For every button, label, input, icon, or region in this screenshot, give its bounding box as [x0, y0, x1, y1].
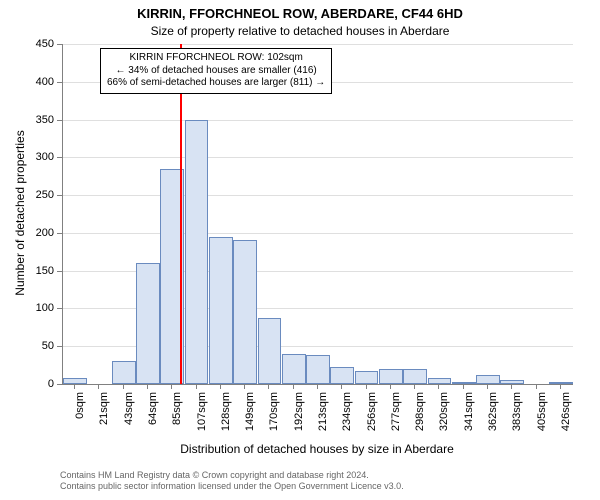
- histogram-bar: [379, 369, 403, 384]
- x-tick-label: 0sqm: [74, 392, 86, 442]
- y-tick: [57, 308, 62, 309]
- y-tick: [57, 271, 62, 272]
- x-tick-label: 85sqm: [171, 392, 183, 442]
- footer-line: Contains public sector information licen…: [60, 481, 404, 492]
- x-tick: [414, 384, 415, 389]
- histogram-bar: [476, 375, 500, 384]
- x-tick-label: 383sqm: [511, 392, 523, 442]
- y-tick: [57, 120, 62, 121]
- y-tick: [57, 82, 62, 83]
- y-grid-line: [63, 233, 573, 234]
- x-tick-label: 234sqm: [341, 392, 353, 442]
- histogram-bar: [233, 240, 257, 384]
- y-tick-label: 400: [22, 76, 54, 88]
- x-tick: [487, 384, 488, 389]
- y-grid-line: [63, 44, 573, 45]
- y-grid-line: [63, 120, 573, 121]
- y-tick: [57, 157, 62, 158]
- reference-line: [180, 44, 182, 384]
- y-grid-line: [63, 384, 573, 385]
- y-tick-label: 200: [22, 227, 54, 239]
- x-tick: [438, 384, 439, 389]
- y-tick-label: 0: [22, 378, 54, 390]
- y-tick-label: 350: [22, 114, 54, 126]
- histogram-bar: [136, 263, 160, 384]
- x-tick: [220, 384, 221, 389]
- x-tick: [293, 384, 294, 389]
- annotation-box: KIRRIN FFORCHNEOL ROW: 102sqm ← 34% of d…: [100, 48, 332, 94]
- x-tick-label: 149sqm: [244, 392, 256, 442]
- x-tick-label: 256sqm: [366, 392, 378, 442]
- x-tick-label: 320sqm: [438, 392, 450, 442]
- histogram-bar: [452, 382, 476, 384]
- histogram-bar: [282, 354, 306, 384]
- x-tick: [196, 384, 197, 389]
- x-tick-label: 341sqm: [463, 392, 475, 442]
- y-tick-label: 450: [22, 38, 54, 50]
- y-tick: [57, 384, 62, 385]
- x-tick-label: 170sqm: [268, 392, 280, 442]
- footer-attribution: Contains HM Land Registry data © Crown c…: [60, 470, 404, 492]
- x-tick: [171, 384, 172, 389]
- y-axis-label: Number of detached properties: [13, 113, 27, 313]
- y-tick: [57, 346, 62, 347]
- x-tick: [390, 384, 391, 389]
- x-tick: [560, 384, 561, 389]
- histogram-bar: [549, 382, 573, 384]
- y-tick-label: 300: [22, 151, 54, 163]
- x-tick: [147, 384, 148, 389]
- histogram-bar: [112, 361, 136, 384]
- annotation-line: KIRRIN FFORCHNEOL ROW: 102sqm: [107, 52, 325, 65]
- x-tick: [511, 384, 512, 389]
- x-tick: [341, 384, 342, 389]
- x-tick: [123, 384, 124, 389]
- histogram-bar: [355, 371, 379, 384]
- x-tick-label: 213sqm: [317, 392, 329, 442]
- y-grid-line: [63, 157, 573, 158]
- x-tick-label: 107sqm: [196, 392, 208, 442]
- x-tick-label: 43sqm: [123, 392, 135, 442]
- x-tick-label: 128sqm: [220, 392, 232, 442]
- annotation-line: 66% of semi-detached houses are larger (…: [107, 77, 325, 90]
- x-tick: [536, 384, 537, 389]
- histogram-bar: [258, 318, 282, 384]
- x-tick-label: 405sqm: [536, 392, 548, 442]
- histogram-bar: [209, 237, 233, 384]
- x-tick-label: 298sqm: [414, 392, 426, 442]
- y-tick-label: 100: [22, 302, 54, 314]
- y-grid-line: [63, 195, 573, 196]
- histogram-bar: [330, 367, 354, 384]
- x-tick: [268, 384, 269, 389]
- y-tick: [57, 233, 62, 234]
- plot-area: [62, 44, 573, 385]
- y-tick-label: 50: [22, 340, 54, 352]
- annotation-line: ← 34% of detached houses are smaller (41…: [107, 65, 325, 78]
- y-tick: [57, 195, 62, 196]
- y-tick-label: 250: [22, 189, 54, 201]
- x-tick-label: 362sqm: [487, 392, 499, 442]
- x-tick-label: 426sqm: [560, 392, 572, 442]
- x-tick-label: 21sqm: [98, 392, 110, 442]
- y-tick: [57, 44, 62, 45]
- x-tick-label: 64sqm: [147, 392, 159, 442]
- histogram-bar: [185, 120, 209, 384]
- histogram-bar: [306, 355, 330, 384]
- x-tick-label: 192sqm: [293, 392, 305, 442]
- x-tick: [98, 384, 99, 389]
- y-tick-label: 150: [22, 265, 54, 277]
- x-tick: [317, 384, 318, 389]
- histogram-bar: [403, 369, 427, 384]
- x-tick: [244, 384, 245, 389]
- x-tick: [366, 384, 367, 389]
- x-tick: [74, 384, 75, 389]
- x-tick-label: 277sqm: [390, 392, 402, 442]
- x-axis-label: Distribution of detached houses by size …: [62, 442, 572, 456]
- chart-title-main: KIRRIN, FFORCHNEOL ROW, ABERDARE, CF44 6…: [0, 6, 600, 21]
- chart-title-sub: Size of property relative to detached ho…: [0, 24, 600, 38]
- x-tick: [463, 384, 464, 389]
- footer-line: Contains HM Land Registry data © Crown c…: [60, 470, 404, 481]
